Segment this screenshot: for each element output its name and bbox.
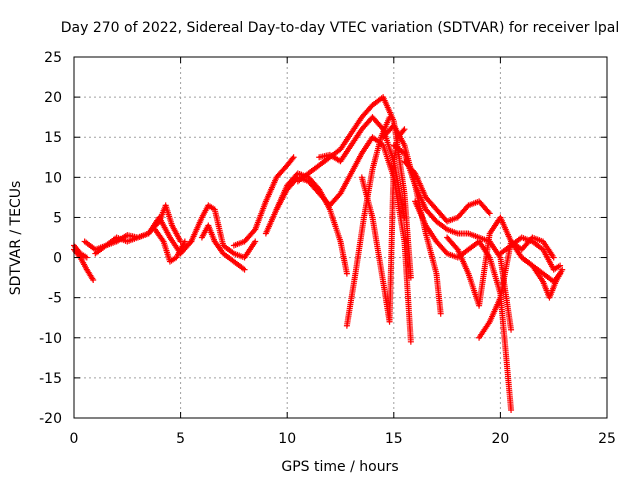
- data-point: [557, 262, 564, 269]
- series-arc-22: [518, 254, 566, 301]
- x-tick-label: 20: [491, 431, 509, 447]
- plot-frame: [73, 56, 608, 419]
- x-tick-label: 25: [598, 431, 616, 447]
- series-arc-19: [444, 214, 557, 309]
- y-tick-label: 20: [44, 90, 62, 106]
- data-point: [453, 245, 460, 252]
- data-point: [181, 238, 188, 245]
- y-tick-label: -20: [39, 411, 62, 427]
- data-point: [485, 209, 492, 216]
- data-point: [343, 270, 350, 277]
- x-tick-label: 5: [176, 431, 185, 447]
- data-point: [251, 227, 258, 234]
- data-point: [559, 266, 566, 273]
- series-arc-5: [152, 226, 188, 265]
- data-point: [407, 338, 414, 345]
- data-point: [241, 266, 248, 273]
- data-point: [401, 214, 408, 221]
- data-point: [386, 114, 393, 121]
- y-tick-label: 25: [44, 50, 62, 66]
- x-tick-label: 15: [385, 431, 403, 447]
- data-point: [187, 239, 194, 246]
- data-point: [437, 310, 444, 317]
- series-arc-13: [343, 114, 393, 329]
- data-point: [90, 277, 97, 284]
- data-point: [401, 126, 408, 133]
- y-tick-label: -5: [48, 291, 62, 307]
- y-axis-ticks: -20 -15 -10 -5 0 5 10 15 20 25: [39, 50, 607, 427]
- data-point: [508, 406, 515, 413]
- x-axis-label: GPS time / hours: [281, 459, 398, 475]
- data-point: [407, 274, 414, 281]
- y-tick-label: 15: [44, 130, 62, 146]
- x-tick-label: 10: [278, 431, 296, 447]
- y-tick-label: 5: [53, 210, 62, 226]
- data-point: [336, 191, 343, 198]
- series-arc-8: [230, 154, 297, 249]
- series-arc-16: [390, 142, 515, 333]
- data-point: [83, 254, 90, 261]
- data-point: [486, 210, 493, 217]
- x-axis-ticks: 0 5 10 15 20 25: [70, 57, 616, 447]
- data-point: [252, 238, 259, 245]
- y-tick-label: -10: [39, 331, 62, 347]
- series-arc-10: [273, 134, 414, 345]
- y-tick-label: 10: [44, 170, 62, 186]
- series-arc-7: [198, 222, 248, 273]
- series-arc-14: [358, 126, 408, 325]
- y-tick-label: 0: [53, 251, 62, 267]
- data-point: [410, 168, 417, 175]
- x-tick-label: 0: [70, 431, 79, 447]
- data-point: [400, 127, 407, 134]
- y-axis-label: SDTVAR / TECUs: [8, 181, 24, 296]
- data-point: [155, 219, 162, 226]
- data-point: [289, 155, 296, 162]
- series-arc-4: [92, 202, 184, 257]
- series-arc-18: [412, 198, 515, 413]
- data-point: [290, 154, 297, 161]
- data-point: [550, 254, 557, 261]
- data-point: [508, 326, 515, 333]
- chart-title: Day 270 of 2022, Sidereal Day-to-day VTE…: [61, 20, 619, 36]
- series-arc-17: [401, 158, 493, 225]
- series-arc-21: [497, 234, 564, 273]
- y-tick-label: -15: [39, 371, 62, 387]
- data-series: [71, 94, 566, 413]
- series-arc-6: [188, 202, 259, 261]
